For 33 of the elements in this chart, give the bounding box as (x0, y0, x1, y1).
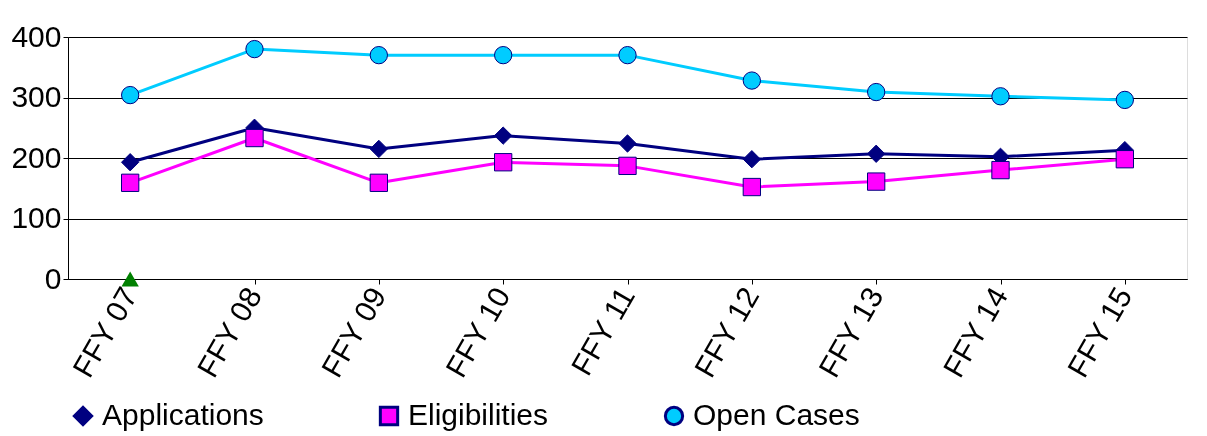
point (867, 144, 886, 163)
point (742, 150, 761, 169)
y-tick-label: 300 (11, 80, 62, 113)
point (369, 46, 388, 65)
point (1115, 90, 1134, 110)
legend-label: Applications (102, 398, 264, 431)
point (121, 271, 139, 287)
point (867, 172, 886, 191)
point (494, 126, 513, 145)
point (618, 134, 637, 153)
legend-label: Open Cases (693, 398, 860, 431)
point (494, 153, 513, 172)
point (494, 46, 513, 65)
point (121, 85, 140, 105)
point (121, 153, 140, 172)
point (369, 139, 388, 159)
point (742, 71, 761, 90)
y-tick-label: 100 (11, 201, 62, 234)
y-tick-label: 0 (44, 261, 62, 295)
point (369, 173, 388, 192)
y-tick-label: 400 (11, 19, 62, 53)
point (618, 46, 637, 65)
legend-label: Eligibilities (408, 398, 549, 431)
point (121, 173, 140, 192)
point (618, 156, 637, 176)
point (245, 39, 264, 59)
point (991, 87, 1010, 106)
point (991, 160, 1010, 180)
point (1115, 150, 1134, 169)
point (867, 82, 886, 102)
point (742, 177, 761, 197)
point (245, 128, 264, 148)
y-tick-label: 200 (11, 140, 62, 174)
